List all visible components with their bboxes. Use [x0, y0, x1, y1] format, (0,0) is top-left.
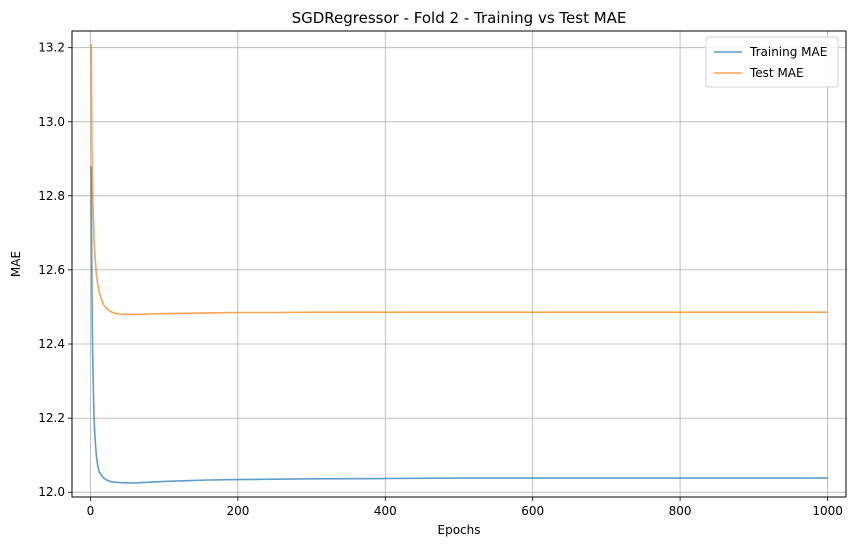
y-axis-label: MAE	[9, 251, 23, 277]
y-tick-label: 12.2	[38, 411, 65, 425]
x-axis: 0 200 400 600 800 1000	[87, 497, 843, 518]
legend: Training MAE Test MAE	[705, 36, 839, 88]
x-tick-label: 800	[669, 504, 692, 518]
chart-title: SGDRegressor - Fold 2 - Training vs Test…	[292, 9, 627, 27]
x-tick-label: 200	[226, 504, 249, 518]
series-line-0	[90, 166, 828, 484]
legend-label: Training MAE	[749, 45, 827, 59]
series-line-1	[90, 43, 828, 316]
y-tick-label: 13.2	[38, 41, 65, 55]
y-tick-label: 12.8	[38, 189, 65, 203]
legend-box	[705, 36, 839, 88]
y-tick-label: 12.4	[38, 337, 65, 351]
x-axis-label: Epochs	[438, 523, 481, 537]
y-tick-label: 13.0	[38, 115, 65, 129]
series-lines	[90, 43, 828, 484]
y-tick-label: 12.0	[38, 485, 65, 499]
y-axis: 12.0 12.2 12.4 12.6 12.8 13.0 13.2	[38, 41, 72, 499]
plot-frame	[71, 30, 847, 498]
grid	[72, 31, 846, 497]
x-tick-label: 1000	[812, 504, 843, 518]
x-tick-label: 600	[521, 504, 544, 518]
y-tick-label: 12.6	[38, 263, 65, 277]
x-tick-label: 0	[87, 504, 95, 518]
x-tick-label: 400	[374, 504, 397, 518]
legend-label: Test MAE	[749, 66, 804, 80]
